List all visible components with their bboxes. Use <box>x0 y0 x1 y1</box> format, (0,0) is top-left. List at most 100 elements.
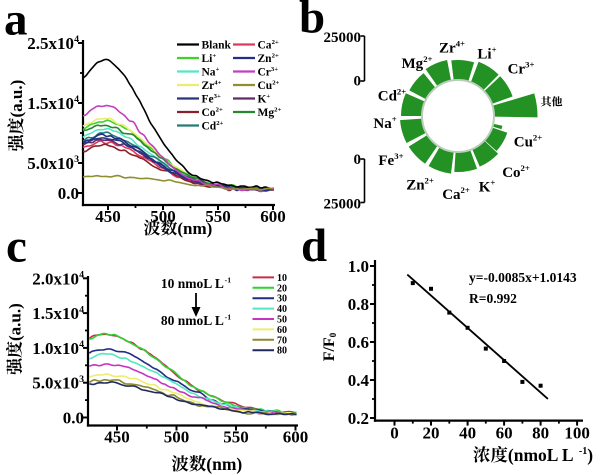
svg-text:5.0x10: 5.0x10 <box>27 154 74 173</box>
svg-text:4+: 4+ <box>456 39 465 49</box>
svg-text:3+: 3+ <box>394 151 403 161</box>
svg-text:Zn: Zn <box>406 178 425 194</box>
svg-text:2+: 2+ <box>461 185 470 195</box>
svg-text:Cr: Cr <box>258 67 271 79</box>
svg-text:K: K <box>258 94 267 106</box>
svg-text:0: 0 <box>354 152 362 168</box>
svg-text:Na: Na <box>202 67 216 79</box>
svg-text:Fe: Fe <box>202 94 214 106</box>
svg-text:K: K <box>479 180 491 196</box>
svg-text:2+: 2+ <box>425 176 434 186</box>
svg-text:Mg: Mg <box>258 107 275 119</box>
svg-text:20: 20 <box>423 424 440 443</box>
svg-text:40: 40 <box>277 304 287 315</box>
svg-text:50: 50 <box>277 315 287 326</box>
svg-text:+: + <box>492 45 497 55</box>
svg-text:20: 20 <box>277 283 287 294</box>
svg-text:Li: Li <box>202 53 214 65</box>
svg-text:0: 0 <box>390 424 399 443</box>
svg-text:60: 60 <box>496 424 513 443</box>
svg-text:Li: Li <box>477 47 491 63</box>
svg-text:450: 450 <box>104 428 130 447</box>
svg-text:Ca: Ca <box>442 187 461 203</box>
svg-text:1.0x10: 1.0x10 <box>32 339 79 358</box>
svg-text:Ca: Ca <box>258 40 272 52</box>
svg-text:(nm): (nm) <box>177 219 212 238</box>
svg-text:500: 500 <box>150 207 176 226</box>
svg-text:500: 500 <box>164 428 190 447</box>
svg-text:70: 70 <box>277 335 287 346</box>
svg-text:Cr: Cr <box>508 62 526 78</box>
svg-text:3+: 3+ <box>271 66 278 73</box>
svg-text:0.8: 0.8 <box>348 295 369 314</box>
svg-text:3+: 3+ <box>525 60 534 70</box>
svg-text:550: 550 <box>205 207 231 226</box>
svg-text:Cu: Cu <box>258 80 273 92</box>
svg-text:Co: Co <box>502 165 520 181</box>
svg-text:): ) <box>587 445 593 465</box>
svg-text:3: 3 <box>79 374 84 385</box>
svg-text:0.0: 0.0 <box>58 184 79 203</box>
svg-text:2.0x10: 2.0x10 <box>32 269 79 288</box>
svg-text:2+: 2+ <box>272 52 279 59</box>
svg-text:(a.u.): (a.u.) <box>6 303 25 341</box>
svg-text:+: + <box>392 114 397 124</box>
svg-text:2+: 2+ <box>397 87 406 97</box>
svg-text:R=0.992: R=0.992 <box>469 291 517 306</box>
svg-text:Cd: Cd <box>202 121 217 133</box>
svg-text:3+: 3+ <box>214 93 221 100</box>
svg-text:2+: 2+ <box>423 54 432 64</box>
svg-text:600: 600 <box>283 428 309 447</box>
svg-text:4: 4 <box>79 304 84 315</box>
svg-text:2+: 2+ <box>533 133 542 143</box>
svg-text:3: 3 <box>74 154 79 165</box>
svg-text:1.0: 1.0 <box>348 257 369 276</box>
svg-text:60: 60 <box>277 325 287 336</box>
svg-text:2+: 2+ <box>274 106 281 113</box>
svg-text:Zr: Zr <box>439 41 456 57</box>
svg-text:25000: 25000 <box>324 197 362 213</box>
svg-text:0.2: 0.2 <box>348 409 369 428</box>
svg-text:Zr: Zr <box>202 80 215 92</box>
svg-text:d: d <box>301 220 327 272</box>
svg-text:Mg: Mg <box>402 56 424 72</box>
svg-text:+: + <box>490 178 495 188</box>
svg-text:Cu: Cu <box>514 135 533 151</box>
svg-text:Co: Co <box>202 107 216 119</box>
svg-text:+: + <box>212 52 216 59</box>
svg-text:600: 600 <box>260 207 286 226</box>
svg-text:2+: 2+ <box>521 163 530 173</box>
svg-text:4+: 4+ <box>214 79 221 86</box>
svg-text:2+: 2+ <box>216 120 223 127</box>
svg-text:0.4: 0.4 <box>348 371 370 390</box>
svg-text:0.6: 0.6 <box>348 333 369 352</box>
svg-text:450: 450 <box>95 207 121 226</box>
svg-text:80: 80 <box>532 424 549 443</box>
svg-text:4: 4 <box>74 34 79 45</box>
svg-text:Na: Na <box>373 116 392 132</box>
svg-text:c: c <box>6 221 27 273</box>
svg-text:30: 30 <box>277 294 287 305</box>
svg-text:F/F: F/F <box>321 337 338 361</box>
svg-text:1.5x10: 1.5x10 <box>27 94 74 113</box>
svg-text:0: 0 <box>354 74 362 90</box>
svg-text:-1: -1 <box>225 313 232 322</box>
svg-text:25000: 25000 <box>324 30 362 46</box>
svg-text:2+: 2+ <box>216 106 223 113</box>
svg-text:y=-0.0085x+1.0143: y=-0.0085x+1.0143 <box>469 270 577 285</box>
svg-text:Zn: Zn <box>258 53 273 65</box>
svg-text:80: 80 <box>277 346 287 357</box>
svg-text:0.0: 0.0 <box>63 409 84 428</box>
svg-text:2+: 2+ <box>272 39 279 46</box>
svg-text:4: 4 <box>79 339 84 350</box>
svg-text:1.5x10: 1.5x10 <box>32 304 79 323</box>
svg-text:10: 10 <box>277 273 287 284</box>
svg-text:b: b <box>299 0 325 44</box>
svg-text:(nmoL L: (nmoL L <box>508 445 574 465</box>
svg-text:a: a <box>4 0 28 46</box>
svg-text:Cd: Cd <box>378 89 398 105</box>
svg-text:10 nmoL L: 10 nmoL L <box>161 276 224 291</box>
svg-text:80 nmoL L: 80 nmoL L <box>161 313 224 328</box>
svg-text:40: 40 <box>459 424 476 443</box>
svg-text:4: 4 <box>79 270 84 281</box>
